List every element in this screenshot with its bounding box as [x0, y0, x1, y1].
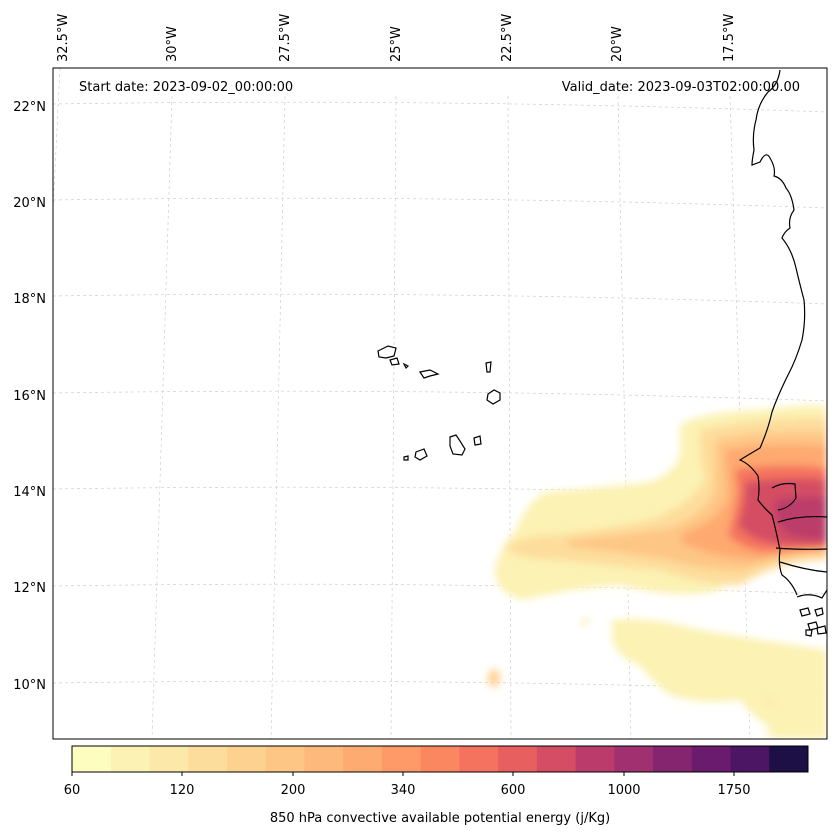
islands: [377, 345, 827, 637]
colorbar-swatch: [304, 746, 344, 772]
colorbar-swatch: [149, 746, 189, 772]
colorbar: [71, 745, 809, 776]
cape-small-patch-2: [581, 619, 589, 625]
island-sao-nicolau: [419, 369, 440, 379]
lon-label-27-5w: 27.5°W: [278, 14, 293, 62]
longitude-labels: 32.5°W 30°W 27.5°W 25°W 22.5°W 20°W 17.5…: [56, 14, 737, 62]
bijagos-island-2: [807, 621, 819, 631]
colorbar-label: 850 hPa convective available potential e…: [270, 811, 610, 826]
valid-date-label: Valid_date: 2023-09-03T02:00:00.00: [562, 80, 800, 95]
colorbar-tick-120: 120: [170, 783, 195, 798]
colorbar-swatch: [110, 746, 150, 772]
bijagos-island-5: [816, 625, 827, 635]
gambia-river: [777, 515, 827, 523]
bijagos-island-3: [814, 607, 824, 617]
lon-label-17-5w: 17.5°W: [722, 14, 737, 62]
colorbar-swatch: [381, 746, 422, 772]
cape-field: [488, 405, 827, 739]
map-frame: [52, 67, 828, 740]
lat-label-14n: 14°N: [13, 485, 46, 500]
lat-label-10n: 10°N: [13, 678, 46, 693]
guinea-bissau-coast: [779, 561, 827, 573]
latitude-labels: 22°N 20°N 18°N 16°N 14°N 12°N 10°N: [13, 100, 46, 693]
cape-small-patch-4: [765, 727, 825, 739]
lat-label-18n: 18°N: [13, 292, 46, 307]
colorbar-tick-1750: 1750: [717, 783, 750, 798]
map-panel: Start date: 2023-09-02_00:00:00 Valid_da…: [53, 68, 827, 739]
colorbar-swatch: [459, 746, 499, 772]
colorbar-frame: [71, 745, 809, 773]
colorbar-swatch: [420, 746, 460, 772]
colorbar-swatch: [226, 746, 267, 772]
colorbar-tick-200: 200: [281, 783, 306, 798]
colorbar-swatch: [265, 746, 305, 772]
lon-label-20w: 20°W: [610, 26, 625, 62]
bijagos-island-1: [799, 607, 811, 617]
island-brava: [403, 455, 409, 461]
lon-label-25w: 25°W: [389, 26, 404, 62]
lat-label-16n: 16°N: [13, 389, 46, 404]
lat-label-22n: 22°N: [13, 100, 46, 115]
island-santo-antao: [377, 345, 397, 359]
lon-label-22-5w: 22.5°W: [500, 14, 515, 62]
colorbar-swatch: [769, 746, 809, 772]
bijagos-island-4: [805, 629, 813, 637]
lon-label-30w: 30°W: [165, 26, 180, 62]
colorbar-tick-60: 60: [64, 783, 81, 798]
colorbar-swatch: [575, 746, 615, 772]
lat-label-12n: 12°N: [13, 581, 46, 596]
colorbar-tick-340: 340: [391, 783, 416, 798]
lon-label-32-5w: 32.5°W: [56, 14, 71, 62]
lat-label-20n: 20°N: [13, 196, 46, 211]
cape-small-patch-3: [765, 699, 775, 705]
island-maio: [473, 435, 482, 446]
island-fogo: [414, 448, 428, 461]
colorbar-swatch: [691, 746, 732, 772]
start-date-label: Start date: 2023-09-02_00:00:00: [79, 80, 293, 95]
colorbar-tick-600: 600: [501, 783, 526, 798]
colorbar-ticks: 60 120 200 340 600 1000 1750: [64, 783, 751, 798]
colorbar-swatch: [614, 746, 654, 772]
island-sal: [485, 361, 492, 373]
colorbar-swatch: [188, 746, 228, 772]
colorbar-swatch: [653, 746, 693, 772]
cape-small-patch: [488, 669, 500, 687]
island-santa-luzia: [402, 362, 410, 370]
west-africa-coastline: [738, 69, 806, 596]
casamance-border: [775, 547, 827, 550]
colorbar-swatch: [72, 746, 112, 772]
island-boa-vista: [486, 389, 501, 405]
colorbar-swatch: [343, 746, 383, 772]
cape-level-60-south: [612, 619, 827, 739]
coastlines: [738, 69, 827, 599]
colorbar-swatch: [730, 746, 770, 772]
cape-level-1300: [775, 496, 827, 540]
island-sao-vicente: [389, 357, 400, 366]
island-santiago: [449, 434, 466, 456]
senegal-inland-border: [771, 482, 797, 511]
colorbar-swatch: [498, 746, 538, 772]
bijagos-coast: [796, 589, 827, 599]
colorbar-tick-1000: 1000: [607, 783, 640, 798]
colorbar-swatch: [536, 746, 577, 772]
